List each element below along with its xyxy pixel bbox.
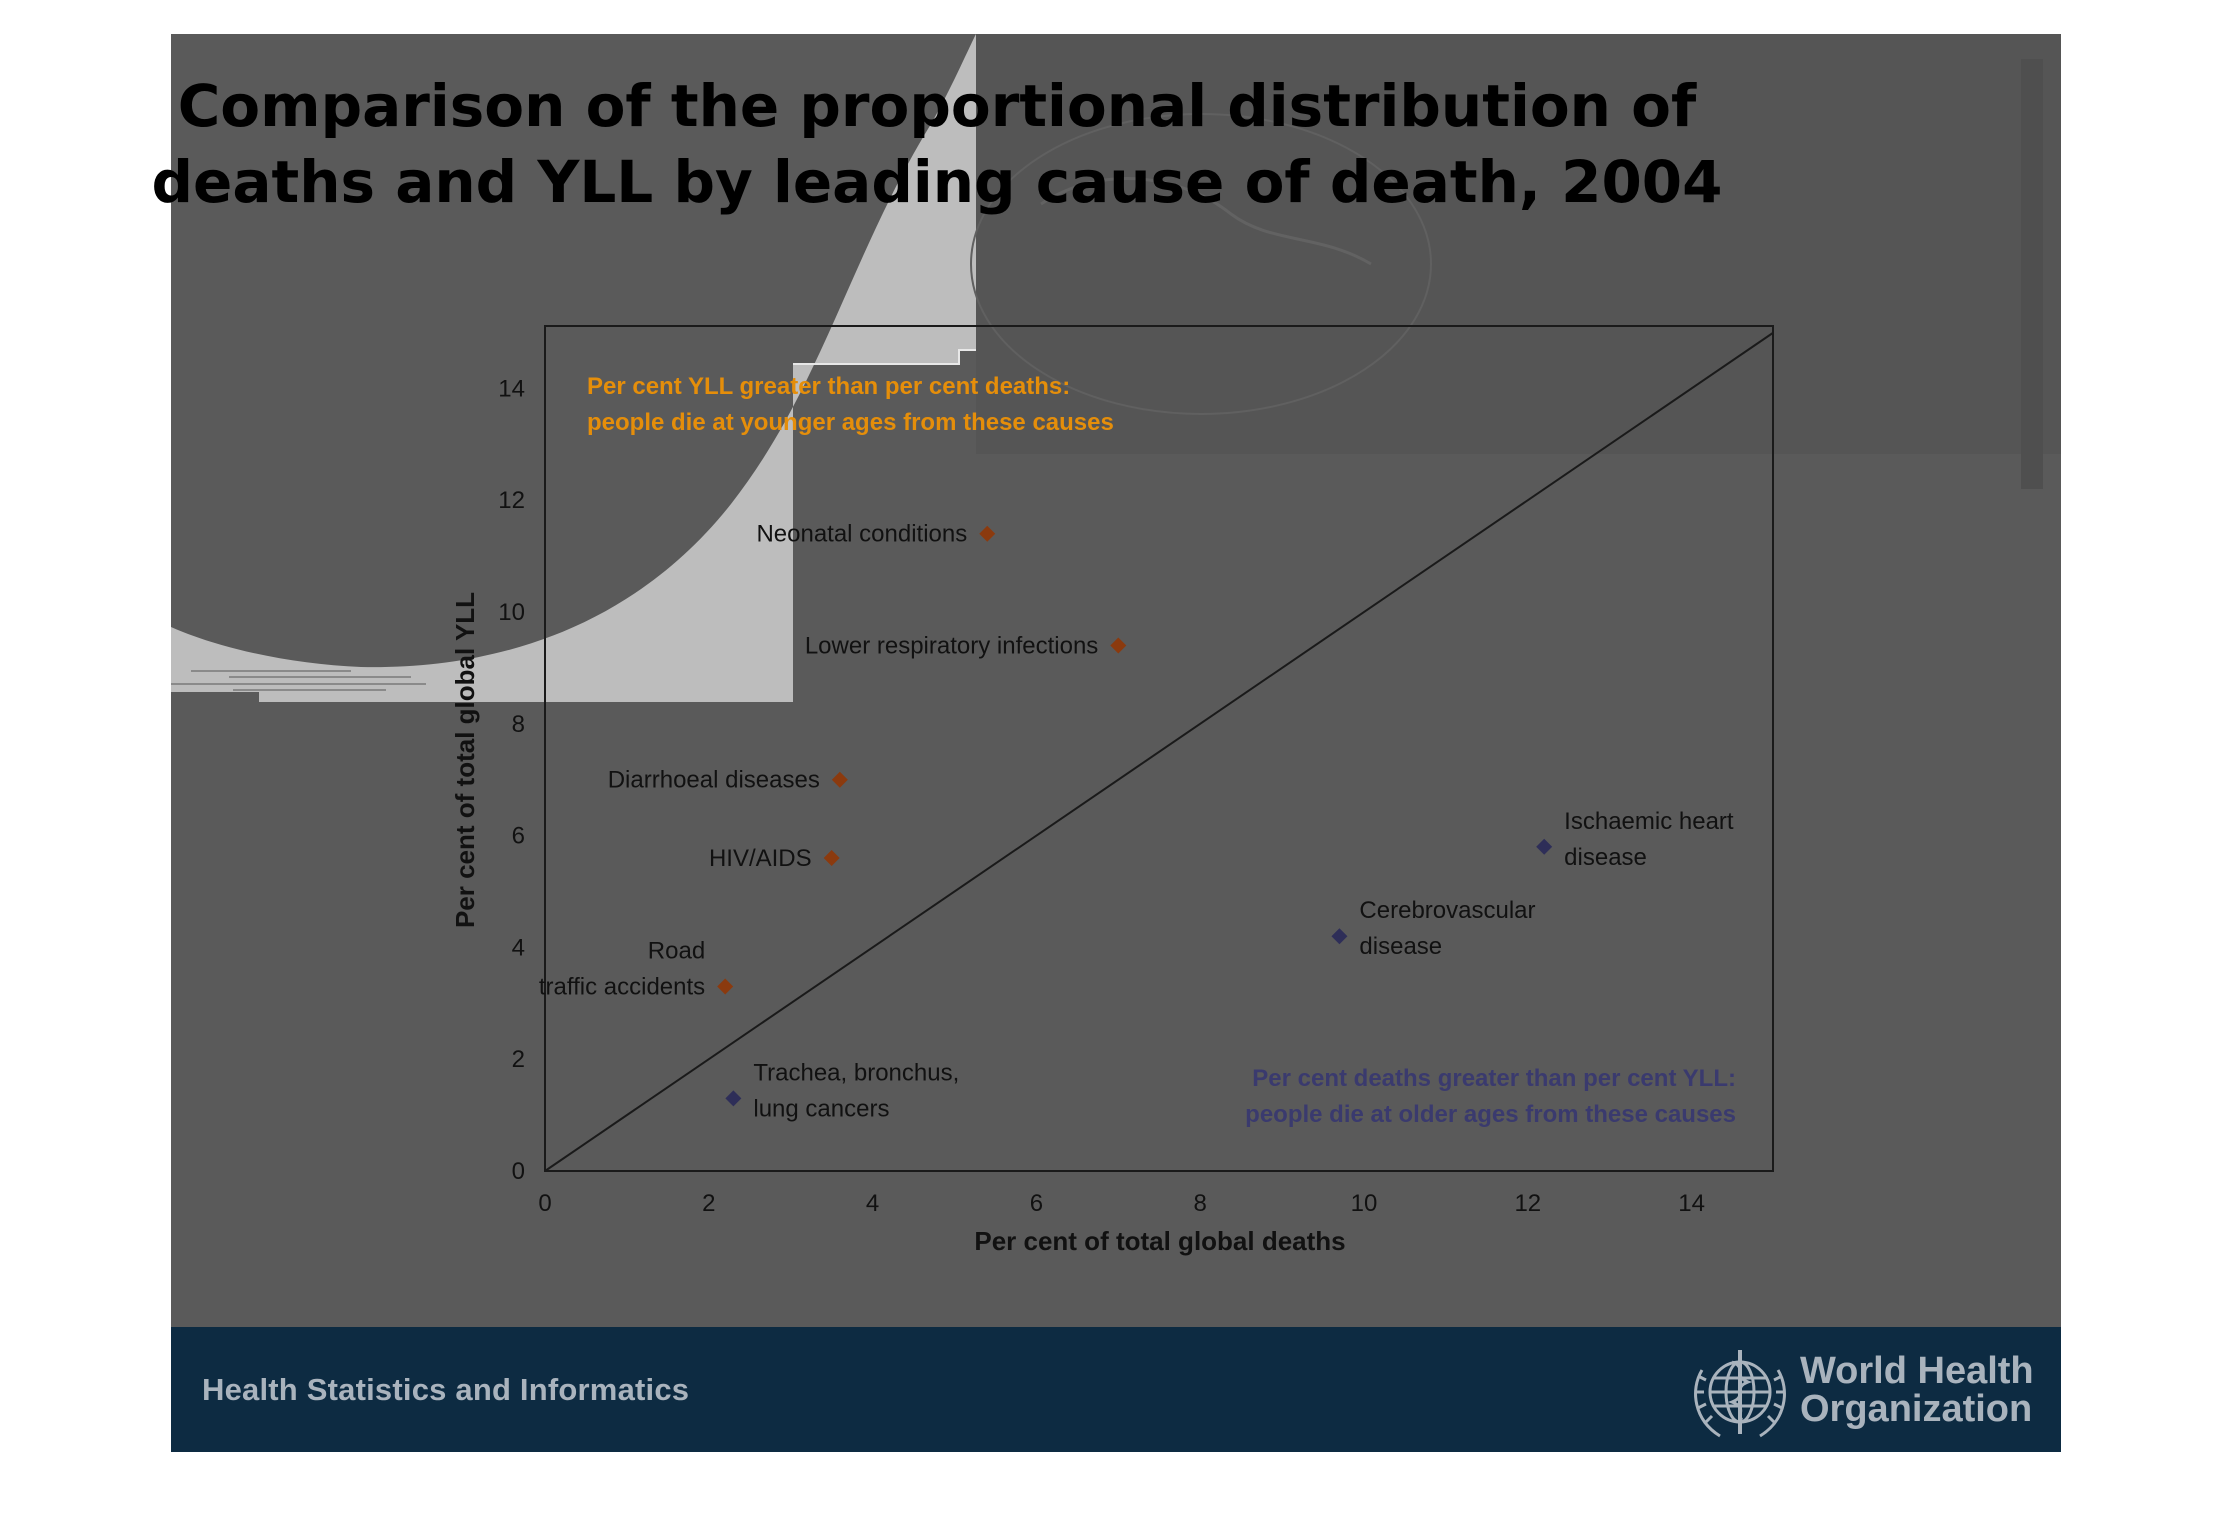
x-tick-label: 0	[538, 1190, 551, 1217]
data-point-label: Diarrhoeal diseases	[608, 767, 820, 794]
data-point-label: lung cancers	[753, 1095, 889, 1122]
x-tick-label: 6	[1030, 1190, 1043, 1217]
who-emblem-icon	[1694, 1350, 1786, 1438]
y-tick-label: 14	[498, 375, 525, 402]
slide	[171, 34, 2061, 1452]
x-tick-label: 4	[866, 1190, 879, 1217]
map-panel-edge	[2021, 59, 2043, 489]
overlay-edge	[793, 349, 976, 365]
data-point-marker	[823, 849, 840, 866]
x-axis-ticks: 0 2 4 6 8 10 12 14	[538, 1190, 1705, 1217]
data-point-label: disease	[1564, 844, 1647, 871]
slide-background	[171, 34, 2061, 1452]
data-point-marker	[1110, 637, 1127, 654]
data-point-label: traffic accidents	[539, 974, 705, 1001]
x-tick-label: 2	[702, 1190, 715, 1217]
map-contour	[1040, 177, 1372, 266]
lower-annotation-line-2: people die at older ages from these caus…	[1245, 1101, 1736, 1128]
y-axis-title: Per cent of total global YLL	[450, 592, 480, 928]
y-tick-label: 10	[498, 599, 525, 626]
x-axis-title: Per cent of total global deaths	[974, 1226, 1345, 1256]
data-point-label: Lower respiratory infections	[805, 633, 1098, 660]
y-tick-label: 8	[512, 711, 525, 738]
data-point-label: Trachea, bronchus,	[753, 1059, 959, 1086]
y-tick-label: 12	[498, 487, 525, 514]
data-point-marker	[1536, 838, 1553, 855]
title-line-2: deaths and YLL by leading cause of death…	[151, 148, 1723, 216]
organization-name-line-2: Organization	[1800, 1388, 2033, 1430]
x-tick-label: 8	[1194, 1190, 1207, 1217]
y-tick-label: 4	[512, 934, 525, 961]
data-point-label: Neonatal conditions	[756, 521, 967, 548]
upper-annotation-line-1: Per cent YLL greater than per cent death…	[587, 373, 1070, 400]
x-tick-label: 14	[1678, 1190, 1705, 1217]
footer-bar	[171, 1327, 2061, 1452]
organization-name: World Health Organization	[1800, 1352, 2034, 1428]
plot-area-border	[544, 325, 1774, 1172]
slide-title: Comparison of the proportional distribut…	[0, 68, 2045, 220]
upper-annotation-line-2: people die at younger ages from these ca…	[587, 409, 1114, 436]
data-point-marker	[717, 978, 734, 995]
plot-frame	[544, 325, 1774, 1172]
data-point-label: Cerebrovascular	[1359, 897, 1535, 924]
data-point-label: Road	[648, 938, 705, 965]
globe-outline	[970, 113, 1432, 415]
data-point-label: HIV/AIDS	[709, 845, 812, 872]
organization-name-line-1: World Health	[1800, 1350, 2034, 1392]
x-tick-label: 10	[1351, 1190, 1378, 1217]
title-line-1: Comparison of the proportional distribut…	[177, 72, 1697, 140]
data-points: Neonatal conditions Lower respiratory inf…	[539, 521, 1734, 1123]
data-point-label: disease	[1359, 933, 1442, 960]
map-panel	[976, 34, 2061, 454]
footer-department-label: Health Statistics and Informatics	[202, 1372, 690, 1407]
y-axis-ticks: 0 2 4 6 8 10 12 14	[498, 375, 525, 1185]
data-point-label: Ischaemic heart	[1564, 808, 1734, 835]
data-point-marker	[1331, 928, 1348, 945]
data-point-marker	[979, 525, 996, 542]
light-overlay	[171, 34, 976, 702]
reference-diagonal-line	[544, 331, 1775, 1172]
data-point-marker	[831, 771, 848, 788]
data-point-marker	[725, 1090, 742, 1107]
lower-annotation-line-1: Per cent deaths greater than per cent YL…	[1252, 1065, 1736, 1092]
x-tick-label: 12	[1514, 1190, 1541, 1217]
y-tick-label: 0	[512, 1158, 525, 1185]
y-tick-label: 2	[512, 1046, 525, 1073]
y-tick-label: 6	[512, 823, 525, 850]
